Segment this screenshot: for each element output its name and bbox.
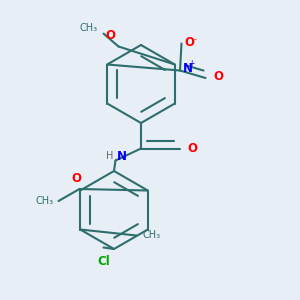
Text: ⁻: ⁻ bbox=[191, 37, 196, 47]
Text: N: N bbox=[116, 150, 126, 164]
Text: Cl: Cl bbox=[97, 255, 110, 268]
Text: O: O bbox=[106, 29, 116, 42]
Text: O: O bbox=[71, 172, 81, 184]
Text: CH₃: CH₃ bbox=[36, 196, 54, 206]
Text: H: H bbox=[106, 151, 113, 161]
Text: N: N bbox=[182, 62, 192, 76]
Text: O: O bbox=[184, 35, 194, 49]
Text: +: + bbox=[188, 58, 195, 68]
Text: O: O bbox=[188, 142, 197, 155]
Text: CH₃: CH₃ bbox=[142, 230, 160, 241]
Text: CH₃: CH₃ bbox=[80, 22, 98, 33]
Text: O: O bbox=[213, 70, 223, 83]
